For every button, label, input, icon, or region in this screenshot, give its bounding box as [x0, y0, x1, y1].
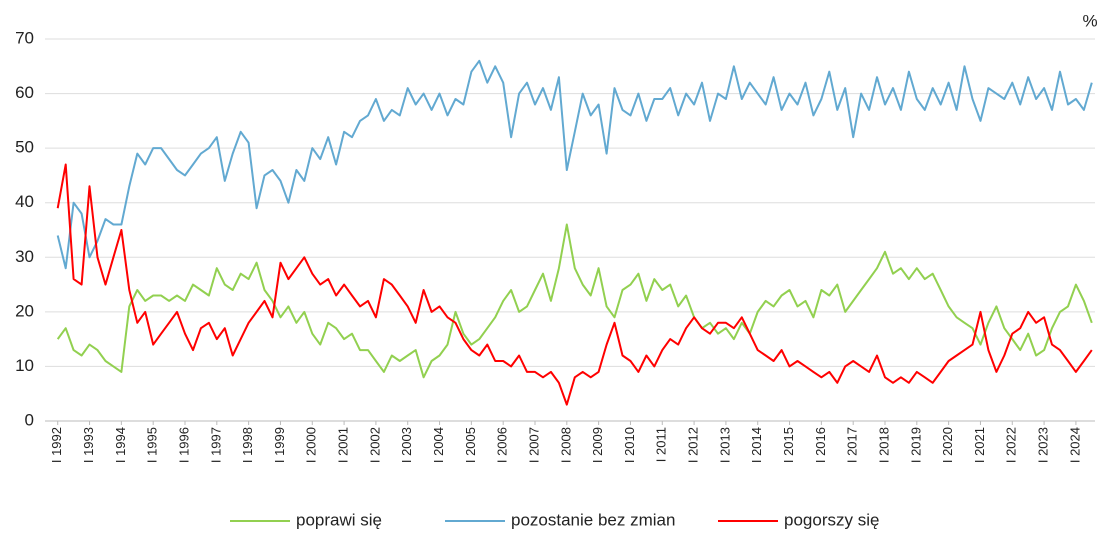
unit-label: %: [1082, 11, 1097, 30]
x-tick-label: I 1993: [81, 427, 96, 463]
x-tick-label: I 1995: [145, 427, 160, 463]
y-tick-label: 70: [15, 28, 34, 47]
y-tick-label: 50: [15, 138, 34, 157]
x-tick-label: I 2008: [558, 427, 573, 463]
y-tick-label: 0: [25, 410, 34, 429]
x-tick-label: I 2007: [526, 427, 541, 463]
x-tick-label: I 1996: [176, 427, 191, 463]
x-tick-label: I 1998: [240, 427, 255, 463]
y-tick-label: 60: [15, 83, 34, 102]
x-tick-label: I 2022: [1004, 427, 1019, 463]
y-tick-label: 40: [15, 192, 34, 211]
x-tick-label: I 1997: [208, 427, 223, 463]
x-tick-label: I 2020: [940, 427, 955, 463]
legend-label: pozostanie bez zmian: [511, 510, 675, 529]
x-tick-label: I 2012: [686, 427, 701, 463]
x-tick-label: I 2006: [495, 427, 510, 463]
legend-label: poprawi się: [296, 510, 382, 529]
x-tick-label: I 2014: [749, 427, 764, 463]
x-tick-label: I 2021: [972, 427, 987, 463]
x-tick-label: I 1994: [113, 427, 128, 463]
x-tick-label: I 2017: [845, 427, 860, 463]
legend-label: pogorszy się: [784, 510, 879, 529]
x-tick-label: I 2018: [876, 427, 891, 463]
x-tick-label: I 2000: [304, 427, 319, 463]
x-tick-label: I 2019: [908, 427, 923, 463]
series-line: [56, 223, 1093, 379]
x-tick-label: I 1999: [272, 427, 287, 463]
x-tick-label: I 2024: [1067, 427, 1082, 463]
series-line: [56, 163, 1093, 406]
x-tick-label: I 2013: [717, 427, 732, 463]
x-tick-label: I 2023: [1036, 427, 1051, 463]
x-tick-label: I 2004: [431, 427, 446, 463]
x-tick-label: I 2011: [654, 427, 669, 462]
x-tick-label: I 1992: [49, 427, 64, 463]
x-tick-label: I 2001: [336, 427, 351, 463]
x-tick-label: I 2002: [367, 427, 382, 463]
x-tick-label: I 2009: [590, 427, 605, 463]
x-tick-label: I 2003: [399, 427, 414, 463]
y-tick-label: 20: [15, 301, 34, 320]
y-tick-label: 30: [15, 247, 34, 266]
y-tick-label: 10: [15, 356, 34, 375]
x-tick-label: I 2016: [813, 427, 828, 463]
x-tick-label: I 2015: [781, 427, 796, 463]
x-tick-label: I 2005: [463, 427, 478, 463]
series-line: [56, 59, 1093, 270]
x-tick-label: I 2010: [622, 427, 637, 463]
